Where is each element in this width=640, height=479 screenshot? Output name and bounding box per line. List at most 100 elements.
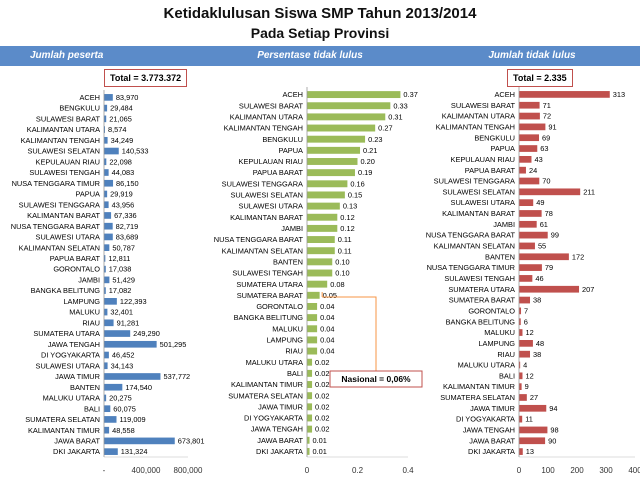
persen-value-label: 0.33 [393,101,407,110]
jumlah-bar [519,242,535,250]
peserta-tick-label: - [103,466,106,475]
persen-bar [307,369,313,377]
persen-category-label: BANGKA BELITUNG [234,313,304,322]
peserta-category-label: KALIMANTAN UTARA [27,125,100,134]
peserta-value-label: 21,065 [109,114,132,123]
peserta-bar [104,169,109,176]
persen-bar [307,447,310,455]
peserta-value-label: 17,082 [109,286,132,295]
peserta-category-label: BANTEN [70,383,100,392]
persen-value-label: 0.02 [315,358,329,367]
jumlah-bar [519,253,569,261]
jumlah-category-label: JAWA TIMUR [470,404,515,413]
persen-category-label: BANTEN [273,257,303,266]
persen-value-label: 0.37 [403,90,417,99]
jumlah-category-label: KALIMANTAN TENGAH [436,122,515,131]
persen-category-label: LAMPUNG [266,336,303,345]
jumlah-category-label: PAPUA BARAT [465,166,516,175]
jumlah-value-label: 43 [534,155,542,164]
peserta-value-label: 29,484 [110,104,133,113]
jumlah-value-label: 313 [613,90,625,99]
peserta-category-label: PAPUA [75,190,100,199]
peserta-value-label: 29,919 [110,190,133,199]
persen-bar [307,381,313,388]
jumlah-bar [519,448,523,455]
persen-bar [307,113,386,121]
jumlah-category-label: SUMATERA SELATAN [440,393,515,402]
peserta-bar [104,265,106,273]
peserta-category-label: SULAWESI SELATAN [27,147,100,156]
persen-bar [307,247,335,255]
jumlah-bar [519,134,540,142]
jumlah-tick-label: 100 [541,466,555,475]
peserta-category-label: SULAWESI TENGGARA [19,200,100,209]
persen-value-label: 0.04 [320,336,334,345]
persen-bar [307,135,366,143]
peserta-value-label: 43,956 [112,200,135,209]
jumlah-bar [519,264,542,271]
jumlah-bar [519,188,581,196]
persen-category-label: RIAU [285,347,303,356]
peserta-value-label: 8,574 [108,125,127,134]
persen-category-label: BALI [287,369,303,378]
jumlah-value-label: 72 [543,112,551,121]
peserta-category-label: KALIMANTAN TIMUR [28,426,100,435]
jumlah-bar [519,339,533,347]
jumlah-bar [519,210,542,217]
jumlah-bar [519,123,546,131]
persen-tick-label: 0 [305,466,310,475]
peserta-value-label: 249,290 [133,329,160,338]
peserta-category-label: SUMATERA UTARA [33,329,100,338]
jumlah-category-label: BALI [499,371,515,380]
persen-bar [307,158,358,165]
persen-value-label: 0.15 [348,191,362,200]
jumlah-bar [519,329,523,336]
peserta-bar [104,115,107,123]
peserta-bar [104,158,107,166]
peserta-bar [104,244,110,251]
persen-bar [307,347,318,355]
persen-value-label: 0.20 [361,157,375,166]
jumlah-value-label: 12 [525,328,533,337]
persen-bar [307,325,318,333]
persen-bar [307,269,333,277]
jumlah-value-label: 7 [524,306,528,315]
jumlah-bar [519,296,531,304]
jumlah-bar [519,350,531,358]
jumlah-category-label: SULAWESI UTARA [451,198,516,207]
peserta-bar [104,147,119,155]
peserta-bar [104,190,108,198]
jumlah-value-label: 69 [542,133,550,142]
persen-value-label: 0.01 [313,447,327,456]
jumlah-bar [519,145,538,152]
peserta-category-label: SULAWESI BARAT [36,114,101,123]
peserta-value-label: 50,787 [112,243,135,252]
peserta-value-label: 131,324 [121,447,148,456]
persen-value-label: 0.04 [320,302,334,311]
peserta-category-label: MALUKU [69,308,100,317]
peserta-bar [104,448,118,455]
peserta-bar [104,330,131,337]
jumlah-bar [519,426,548,434]
persen-category-label: DI YOGYAKARTA [244,414,303,423]
persen-bar [307,302,318,310]
peserta-bar [104,255,106,262]
jumlah-value-label: 90 [548,436,556,445]
jumlah-value-label: 13 [526,447,534,456]
persen-category-label: JAWA BARAT [257,436,303,445]
peserta-bar [104,126,105,133]
peserta-category-label: KEPULAUAN RIAU [36,157,100,166]
peserta-category-label: BANGKA BELITUNG [31,286,101,295]
peserta-bar [104,373,161,380]
peserta-category-label: SULAWESI UTARA [36,233,101,242]
persen-value-label: 0.04 [320,313,334,322]
jumlah-value-label: 94 [549,404,557,413]
persen-bar [307,425,313,433]
peserta-bar [104,233,113,241]
jumlah-bar [519,307,522,315]
peserta-value-label: 12,811 [108,254,130,263]
jumlah-category-label: ACEH [494,90,515,99]
persen-value-label: 0.02 [315,402,329,411]
persen-value-label: 0.31 [388,112,402,121]
